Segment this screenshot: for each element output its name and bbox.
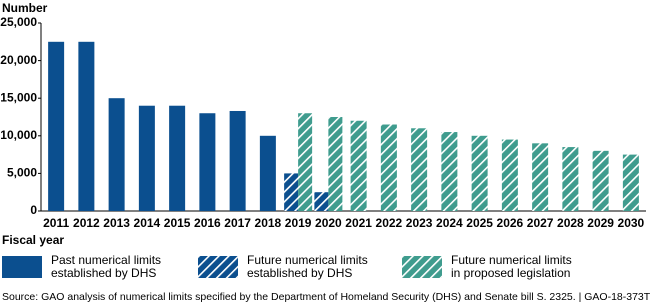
x-tick-label: 2028 <box>557 216 584 230</box>
y-tick-label: 5,000 <box>7 166 37 180</box>
bar <box>350 120 367 211</box>
x-tick-label: 2021 <box>345 216 372 230</box>
legend-item: Past numerical limits established by DHS <box>2 254 161 280</box>
bar <box>169 105 186 211</box>
y-tick-label: 20,000 <box>0 53 37 67</box>
y-axis-label: Number <box>2 1 48 15</box>
bar <box>441 132 458 211</box>
x-tick-label: 2026 <box>497 216 524 230</box>
y-tick-label: 10,000 <box>0 128 37 142</box>
x-tick-label: 2022 <box>376 216 403 230</box>
bar <box>199 113 216 211</box>
bar <box>78 41 95 211</box>
x-tick-label: 2024 <box>436 216 463 230</box>
x-tick-label: 2019 <box>285 216 312 230</box>
x-tick-label: 2027 <box>527 216 554 230</box>
legend-swatch-fill <box>2 256 42 278</box>
y-tick-label: 25,000 <box>0 15 37 29</box>
bar <box>501 139 518 211</box>
legend-swatch <box>402 256 442 278</box>
x-tick-label: 2020 <box>315 216 342 230</box>
legend-label: Future numerical limits in proposed legi… <box>451 253 572 280</box>
x-tick-label: 2023 <box>406 216 433 230</box>
bar <box>592 150 609 211</box>
x-tick-label: 2030 <box>618 216 645 230</box>
legend-swatch <box>2 256 42 278</box>
bar <box>259 135 276 211</box>
x-tick-label: 2011 <box>43 216 69 230</box>
y-tick-label: 15,000 <box>0 90 37 104</box>
x-tick-label: 2025 <box>466 216 493 230</box>
bar <box>380 124 397 211</box>
bar <box>284 173 299 211</box>
legend-label: Future numerical limits established by D… <box>247 253 368 280</box>
bar <box>562 147 579 211</box>
x-tick-label: 2018 <box>255 216 282 230</box>
legend-swatch <box>198 256 238 278</box>
bar <box>298 113 313 211</box>
x-tick-label: 2014 <box>134 216 161 230</box>
legend-item: Future numerical limits established by D… <box>198 254 368 280</box>
bar <box>471 135 488 211</box>
bar <box>108 98 125 211</box>
bar <box>48 41 65 211</box>
x-tick-label: 2016 <box>194 216 221 230</box>
bar <box>314 192 329 211</box>
bar <box>622 154 639 211</box>
bar <box>138 105 155 211</box>
legend-label: Past numerical limits established by DHS <box>51 253 162 280</box>
x-tick-label: 2017 <box>224 216 251 230</box>
bar <box>411 128 428 211</box>
x-tick-label: 2015 <box>164 216 191 230</box>
y-tick-label: 0 <box>30 203 37 217</box>
legend-item: Future numerical limits in proposed legi… <box>402 254 572 280</box>
x-tick-label: 2013 <box>103 216 130 230</box>
legend-swatch-fill <box>402 256 442 278</box>
legend-swatch-fill <box>198 256 238 278</box>
x-axis-label: Fiscal year <box>2 233 64 247</box>
x-tick-label: 2012 <box>73 216 100 230</box>
bar <box>328 117 343 211</box>
source-note: Source: GAO analysis of numerical limits… <box>2 291 650 303</box>
bar <box>532 143 549 211</box>
x-tick-label: 2029 <box>587 216 614 230</box>
bar <box>229 110 246 211</box>
